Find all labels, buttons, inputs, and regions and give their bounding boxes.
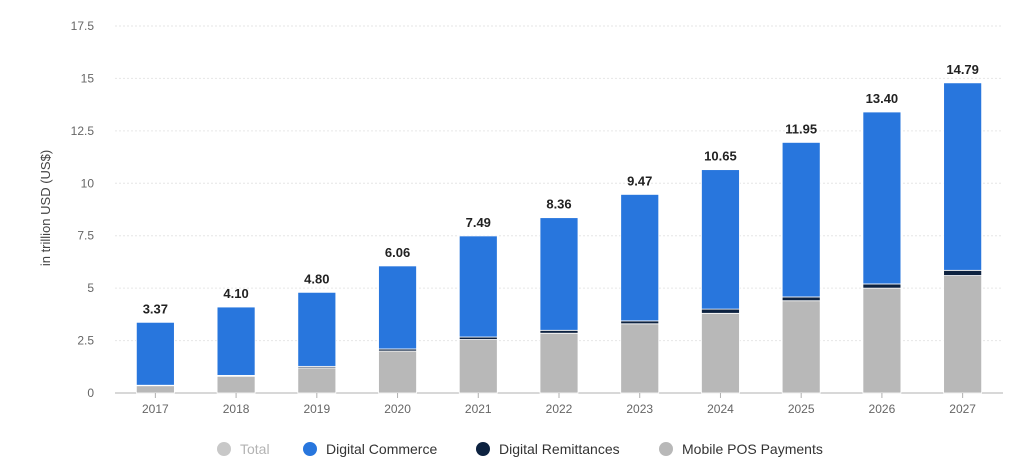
x-axis-ticks: 2017 2018 2019 2020 2021 2022 2023 2024 2025 2026… — [142, 393, 976, 416]
x-tick-label-2026: 2026 — [869, 402, 896, 416]
total-label-2017: 3.37 — [143, 301, 168, 316]
legend-item-mobile-pos-payments[interactable]: Mobile POS Payments — [659, 441, 823, 457]
x-tick-label-2022: 2022 — [546, 402, 573, 416]
x-tick-label-2027: 2027 — [949, 402, 976, 416]
total-label-2023: 9.47 — [627, 173, 652, 188]
y-tick-label: 17.5 — [71, 19, 95, 33]
bar-segment-digital-commerce-2019[interactable] — [297, 291, 337, 367]
x-tick-label-2021: 2021 — [465, 402, 492, 416]
legend-swatch — [217, 442, 231, 456]
bar-segment-digital-commerce-2023[interactable] — [620, 194, 660, 322]
y-tick-label: 0 — [87, 386, 94, 400]
bar-segment-digital-commerce-2025[interactable] — [781, 141, 821, 298]
total-label-2020: 6.06 — [385, 245, 410, 260]
legend-swatch — [476, 442, 490, 456]
bar-segment-mobile-pos-payments-2023[interactable] — [620, 323, 660, 394]
x-tick-label-2023: 2023 — [626, 402, 653, 416]
legend-item-digital-commerce[interactable]: Digital Commerce — [303, 441, 437, 457]
total-label-2022: 8.36 — [546, 197, 571, 212]
y-axis-title: in trillion USD (US$) — [38, 150, 53, 266]
bar-segment-digital-commerce-2022[interactable] — [539, 217, 579, 331]
legend-item-total[interactable]: Total — [217, 441, 270, 457]
bar-segment-mobile-pos-payments-2025[interactable] — [781, 300, 821, 394]
bar-segment-mobile-pos-payments-2021[interactable] — [458, 339, 498, 394]
total-label-2019: 4.80 — [304, 271, 329, 286]
y-tick-label: 5 — [87, 281, 94, 295]
bar-segment-digital-commerce-2024[interactable] — [701, 169, 740, 310]
y-tick-label: 2.5 — [77, 334, 94, 348]
x-tick-label-2020: 2020 — [384, 402, 411, 416]
bar-segment-digital-remittances-2026[interactable] — [862, 283, 902, 289]
total-label-2025: 11.95 — [785, 121, 817, 136]
bar-segment-digital-commerce-2026[interactable] — [862, 111, 902, 285]
legend-label: Total — [240, 441, 270, 457]
total-label-2027: 14.79 — [946, 62, 979, 77]
bar-segment-mobile-pos-payments-2018[interactable] — [216, 375, 256, 394]
legend-swatch — [303, 442, 317, 456]
y-axis-ticks: 0 2.5 5 7.5 10 12.5 15 17.5 — [71, 19, 95, 400]
x-tick-label-2024: 2024 — [707, 402, 734, 416]
total-label-2026: 13.40 — [866, 91, 899, 106]
x-tick-label-2018: 2018 — [223, 402, 250, 416]
bar-segment-mobile-pos-payments-2026[interactable] — [862, 287, 902, 394]
bar-segment-digital-commerce-2021[interactable] — [458, 235, 498, 338]
y-tick-label: 12.5 — [71, 124, 95, 138]
bar-segment-digital-remittances-2022[interactable] — [539, 329, 579, 334]
bar-segment-digital-remittances-2027[interactable] — [943, 269, 983, 276]
bars — [135, 82, 983, 394]
legend-label: Digital Remittances — [499, 441, 620, 457]
legend-label: Digital Commerce — [326, 441, 437, 457]
y-tick-label: 7.5 — [77, 229, 94, 243]
total-labels: 3.37 4.10 4.80 6.06 7.49 8.36 9.47 10.65 11.95 13… — [143, 62, 979, 316]
bar-segment-digital-remittances-2025[interactable] — [781, 296, 821, 302]
bar-segment-mobile-pos-payments-2022[interactable] — [539, 332, 579, 394]
bar-segment-digital-commerce-2020[interactable] — [378, 265, 417, 350]
bar-segment-mobile-pos-payments-2024[interactable] — [701, 312, 740, 394]
y-tick-label: 10 — [81, 176, 95, 190]
bar-segment-mobile-pos-payments-2019[interactable] — [297, 367, 337, 394]
bar-segment-digital-remittances-2023[interactable] — [620, 320, 660, 325]
bar-segment-digital-commerce-2027[interactable] — [943, 82, 983, 271]
x-tick-label-2017: 2017 — [142, 402, 169, 416]
legend-label: Mobile POS Payments — [682, 441, 823, 457]
bar-segment-mobile-pos-payments-2027[interactable] — [943, 275, 983, 394]
bar-segment-mobile-pos-payments-2017[interactable] — [135, 385, 175, 394]
bar-segment-digital-commerce-2017[interactable] — [135, 321, 175, 386]
bar-segment-digital-commerce-2018[interactable] — [216, 306, 256, 376]
legend[interactable]: Total Digital Commerce Digital Remittances… — [217, 441, 823, 457]
x-tick-label-2019: 2019 — [303, 402, 330, 416]
total-label-2018: 4.10 — [223, 286, 248, 301]
total-label-2024: 10.65 — [704, 149, 737, 164]
bar-segment-mobile-pos-payments-2020[interactable] — [378, 350, 417, 394]
x-tick-label-2025: 2025 — [788, 402, 815, 416]
y-tick-label: 15 — [81, 71, 95, 85]
bar-segment-digital-remittances-2024[interactable] — [701, 308, 740, 314]
legend-swatch — [659, 442, 673, 456]
legend-item-digital-remittances[interactable]: Digital Remittances — [476, 441, 620, 457]
total-label-2021: 7.49 — [466, 215, 491, 230]
